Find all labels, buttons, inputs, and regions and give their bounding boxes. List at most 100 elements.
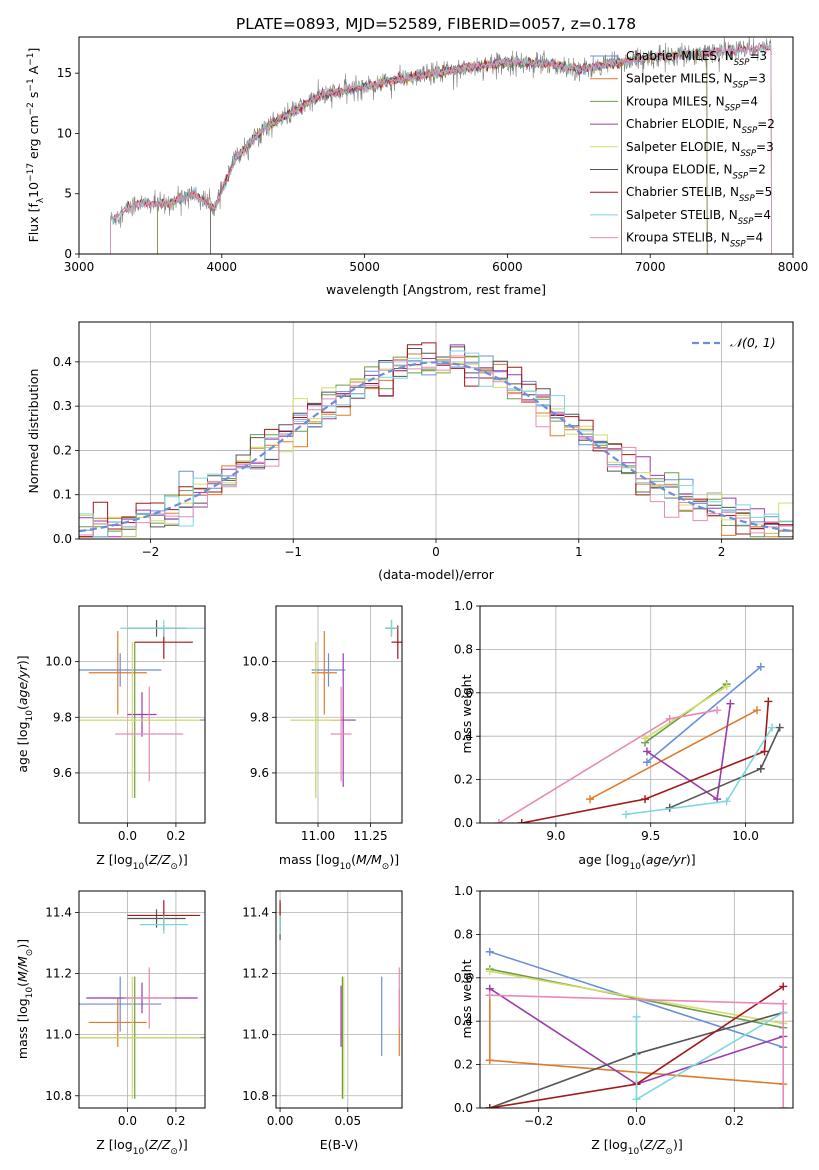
legend-label: Chabrier MILES, NSSP=3 [626,49,767,68]
legend-label-sub: SSP [733,81,749,91]
x-tick-label: 2 [718,545,726,559]
x-tick-label: 0.0 [118,1114,137,1128]
x-tick-label: 10.0 [732,829,759,843]
weight-marker [768,723,777,732]
axis-decor-age-vs-Z: 0.0 0.29.69.810.0Z [log10(Z/Z⊙)]age [log1… [15,605,206,872]
axis-label-part: ⊙ [170,1147,178,1157]
weight-marker [632,1095,641,1104]
weight-marker [586,795,595,804]
weight-marker [485,1104,494,1108]
axis-label-part: Z/Z [148,852,171,867]
legend-label-value: =4 [753,208,771,222]
weight-series-7 [622,723,777,819]
axis-label-part: age [log [15,721,30,772]
axis-decor-mass-vs-Z: 0.0 0.210.811.011.211.4Z [log10(Z/Z⊙)]mas… [15,890,206,1157]
weight-marker [641,795,650,804]
legend-label-text: Salpeter STELIB, N [626,208,738,222]
axis-label-part: ⊙ [170,862,178,872]
errorbar-point-6 [391,625,402,659]
weight-series-1 [586,706,761,804]
axes-age-vs-mass: 11.00 11.25 9.6 9.8 10.0 mass [log10(M/M⊙)] [242,605,403,872]
axes-age-vs-Z: 0.0 0.29.69.810.0Z [log10(Z/Z⊙)]age [log1… [15,605,206,872]
errorbar-point-1 [88,997,147,1047]
weight-marker [642,758,651,767]
axis-label-part: 10 [340,862,352,872]
axis-label-part: age [log [578,852,629,867]
axis-label: age [log10(age/yr)] [578,852,695,872]
axis-label-part: )] [178,1137,188,1152]
legend-label-text: Chabrier STELIB, N [626,185,739,199]
axis-decor-residuals: −2 −1 0 1 2 0.0 0.1 0.2 0.3 0.4 (data-model)/error… [26,321,794,582]
y-axis-label-part: −1 [26,78,36,91]
weight-line [646,666,762,763]
axis-label-part: ( [641,852,646,867]
axis-label: Z [log10(Z/Z⊙)] [96,852,187,872]
axis-label-part: 10 [628,1147,640,1157]
axis-label-part: )] [178,852,188,867]
axes-mass-vs-ebv: 0.00 0.05 10.8 11.0 11.2 11.4 E(B-V) [242,890,403,1152]
weight-marker [713,706,722,715]
figure-title: PLATE=0893, MJD=52589, FIBERID=0057, z=0… [236,15,636,33]
legend-label: Salpeter ELODIE, NSSP=3 [626,140,774,159]
axis-decor-weight-vs-age: 9.0 9.5 10.0 0.0 0.2 0.4 0.6 0.8 1.0 age [log10(a… [454,599,794,872]
y-tick-label: 15 [57,66,72,80]
legend-label-value: =3 [748,72,766,86]
axis-label-part: ( [144,852,149,867]
x-tick-label: 4000 [207,260,238,274]
axis-label-part: mass [log [279,852,340,867]
plot-area-age-vs-mass [290,619,402,798]
y-axis-label: Normed distribution [26,369,41,494]
weight-line [489,968,784,1029]
weight-series-0 [642,662,765,767]
y-tick-label: 0.0 [454,816,473,830]
y-tick-label: 11.0 [45,1028,72,1042]
weight-marker [779,982,788,991]
axis-label-part: 10 [133,1147,145,1157]
y-tick-label: 0.4 [454,1014,473,1028]
y-tick-label: 10.8 [45,1089,72,1103]
axis-decor-mass-vs-ebv: 0.00 0.05 10.8 11.0 11.2 11.4 E(B-V) [242,890,403,1152]
x-tick-label: 0.2 [725,1114,744,1128]
y-tick-label: 11.4 [45,905,72,919]
legend-label: Kroupa STELIB, NSSP=4 [626,231,763,250]
x-tick-label: 0.00 [267,1114,294,1128]
weight-line [635,1011,784,1101]
y-tick-label: 0.2 [454,1058,473,1072]
axis-label-part: )] [686,852,696,867]
legend-label: 𝒩(0, 1) [730,335,776,350]
weight-marker [764,697,773,706]
x-tick-label: −1 [284,545,302,559]
y-axis-label-part: A [26,65,41,78]
legend-label-sub: SSP [725,103,741,113]
y-tick-label: 0.4 [53,355,72,369]
y-tick-label: 10.0 [242,655,269,669]
weight-marker [641,734,650,743]
weight-marker [485,947,494,956]
plot-area-age-vs-Z [79,619,205,798]
weight-marker [485,1056,494,1065]
axis-label-part: ⊙ [25,949,35,957]
y-tick-label: 0 [64,247,72,261]
errorbar-point-7 [139,915,189,934]
y-axis-label: mass weight [459,959,474,1038]
weight-line [489,970,784,1025]
errorbar-point-8 [125,967,174,1029]
legend-label-value: =4 [740,94,758,108]
y-axis-label-part: ] [26,48,41,53]
y-axis-label-part: s [26,92,41,103]
x-tick-label: 11.00 [301,829,335,843]
axes-frame [275,605,403,824]
y-axis-label: mass weight [459,674,474,753]
residual-hist-7 [79,350,793,538]
errorbar-point-4 [290,642,342,798]
y-tick-label: 9.6 [53,766,72,780]
x-tick-label: 8000 [778,260,809,274]
x-axis-label: wavelength [Angstrom, rest frame] [326,282,546,297]
legend-label-sub: SSP [733,172,749,182]
x-tick-label: 3000 [64,260,95,274]
y-tick-label: 0.6 [454,686,473,700]
plot-area-weight-vs-age [494,662,784,823]
weight-marker [760,747,769,756]
residual-hist-8 [79,355,793,536]
legend-label-text: Kroupa STELIB, N [626,231,730,245]
